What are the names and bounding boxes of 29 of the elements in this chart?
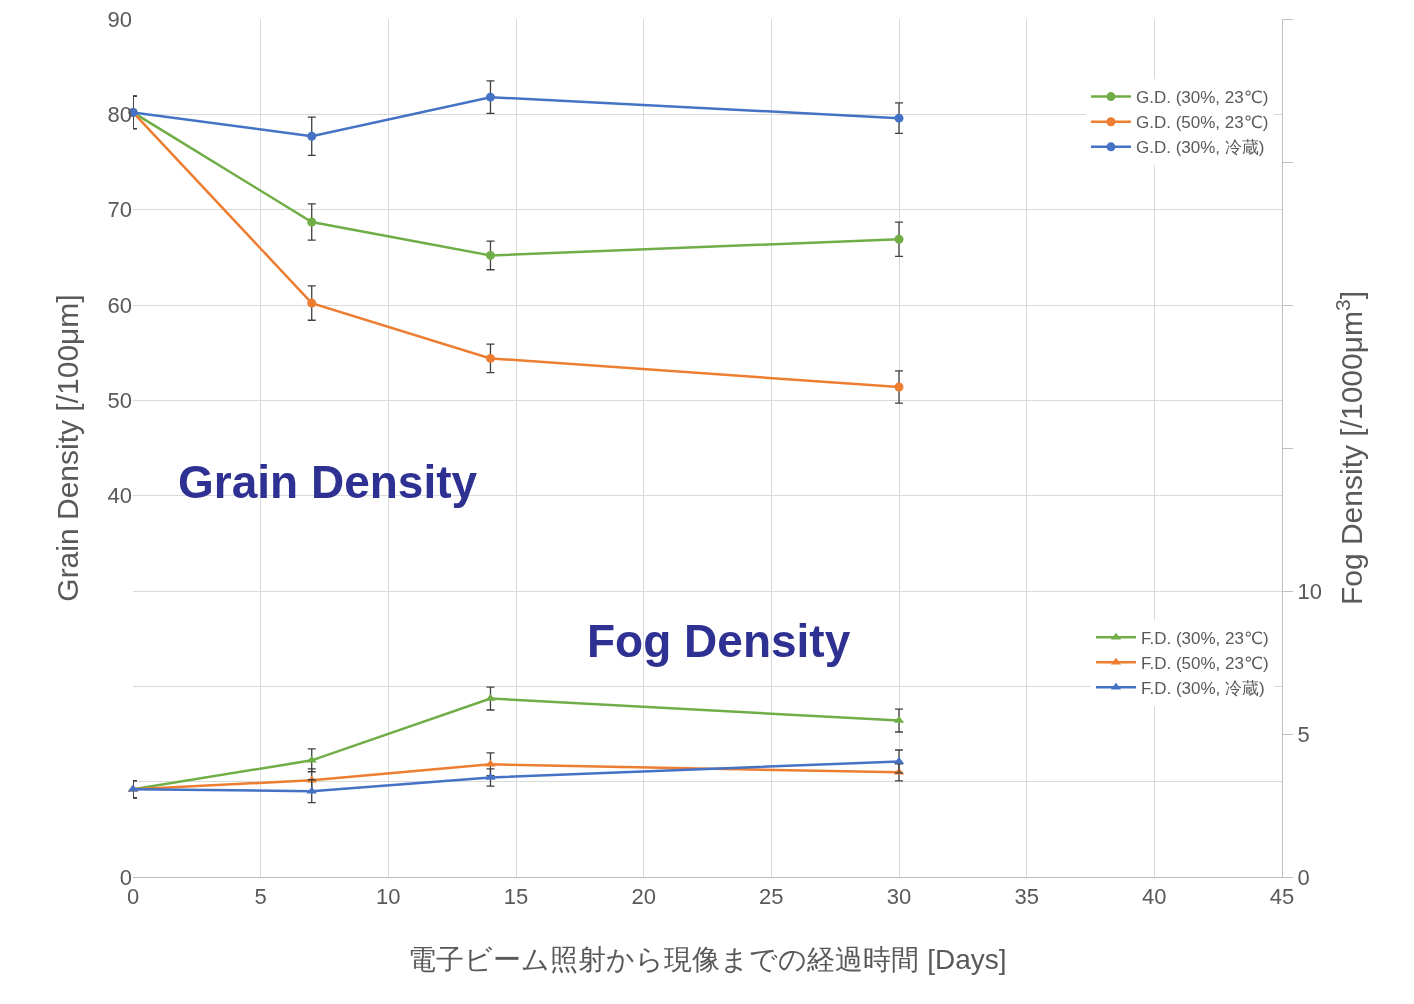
y-tick-label: 0 (119, 864, 132, 890)
annotation: Grain Density (178, 456, 478, 508)
y2-tick-label: 0 (1297, 864, 1310, 890)
x-tick-label: 25 (759, 884, 784, 910)
x-tick-label: 5 (254, 884, 267, 910)
y-tick-label: 70 (107, 197, 132, 223)
y-tick-label: 40 (107, 483, 132, 509)
legend-label: F.D. (30%, 冷蔵) (1140, 678, 1265, 698)
y-tick-label: 50 (107, 388, 132, 414)
legend-label: G.D. (50%, 23℃) (1135, 113, 1269, 133)
x-tick-label: 30 (886, 884, 912, 910)
annotation: Fog Density (587, 615, 851, 667)
legend-label: G.D. (30%, 23℃) (1135, 88, 1269, 108)
y-tick-label: 60 (107, 292, 132, 318)
x-tick-label: 45 (1269, 884, 1295, 910)
legend-label: F.D. (30%, 23℃) (1140, 628, 1269, 648)
x-axis-title: 電子ビーム照射から現像までの経過時間 [Days] (408, 943, 1007, 975)
x-tick-label: 35 (1014, 884, 1039, 910)
x-tick-label: 40 (1142, 884, 1167, 910)
y-axis-title: Grain Density [/100μm] (50, 294, 84, 602)
legend-label: F.D. (50%, 23℃) (1140, 653, 1269, 673)
y2-tick-label: 10 (1297, 578, 1322, 604)
y2-tick-label: 5 (1297, 721, 1310, 747)
y-tick-label: 80 (107, 102, 132, 128)
x-tick-label: 20 (631, 884, 656, 910)
x-tick-label: 10 (376, 884, 401, 910)
legend-label: G.D. (30%, 冷蔵) (1135, 138, 1265, 158)
y-tick-label: 90 (107, 6, 132, 32)
x-tick-label: 15 (503, 884, 529, 910)
